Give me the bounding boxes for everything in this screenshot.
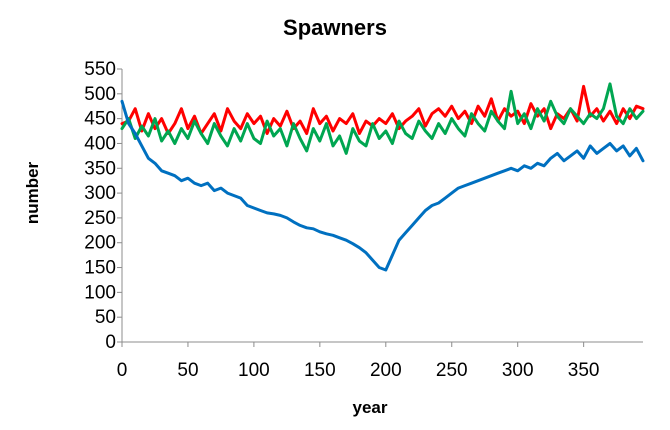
x-tick-label: 50	[177, 360, 198, 381]
y-tick-label: 200	[84, 233, 116, 254]
x-axis-label: year	[353, 398, 388, 417]
y-tick-label: 400	[84, 133, 116, 154]
y-tick-label: 250	[84, 208, 116, 229]
x-tick-label: 0	[117, 360, 128, 381]
series-line-red	[120, 84, 645, 135]
y-tick-label: 350	[84, 158, 116, 179]
y-tick-label: 500	[84, 84, 116, 105]
x-tick-label: 150	[304, 360, 336, 381]
y-tick-label: 100	[84, 282, 116, 303]
y-tick-label: 550	[84, 59, 116, 80]
y-axis: 0 50 100 150 200 250 300 350 400 450 500 550	[84, 59, 123, 353]
series-line-blue	[120, 99, 645, 272]
x-tick-label: 350	[568, 360, 600, 381]
x-axis: 0 50 100 150 200 250 300 350	[117, 341, 643, 381]
series-line-green	[120, 82, 645, 155]
y-tick-label: 300	[84, 183, 116, 204]
plot-area	[120, 82, 645, 272]
y-tick-label: 450	[84, 109, 116, 130]
chart-title: Spawners	[283, 15, 387, 40]
y-tick-label: 50	[95, 307, 116, 328]
y-tick-label: 150	[84, 258, 116, 279]
x-tick-label: 250	[436, 360, 468, 381]
y-tick-label: 0	[105, 332, 116, 353]
x-tick-label: 300	[502, 360, 534, 381]
y-axis-label: number	[23, 161, 42, 224]
x-tick-label: 200	[370, 360, 402, 381]
x-tick-label: 100	[238, 360, 270, 381]
